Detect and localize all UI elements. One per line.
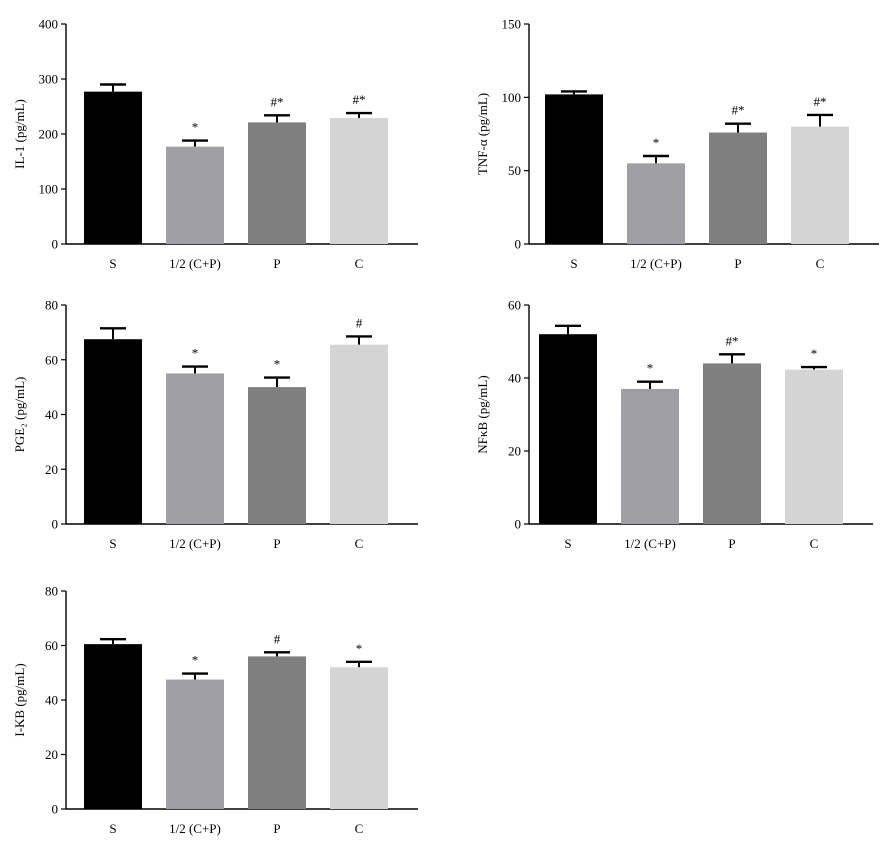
bar-1 (545, 94, 603, 245)
significance-mark: * (192, 653, 199, 668)
significance-mark: #* (271, 94, 284, 109)
x-tick-label: C (355, 536, 364, 551)
bar-4 (785, 369, 843, 524)
bar-2 (166, 679, 224, 809)
significance-mark: # (356, 315, 363, 330)
x-tick-label: P (273, 821, 280, 836)
chart-panel-1: 0 100 200 300 400 IL-1 (pg/mL) S * 1/2 (C+P) #* P #… (12, 17, 418, 271)
significance-mark: * (274, 357, 281, 372)
x-tick-label: C (810, 536, 819, 551)
x-tick-label: S (570, 256, 577, 271)
y-tick-label: 40 (45, 693, 58, 708)
x-tick-label: P (273, 536, 280, 551)
bar-2 (621, 388, 679, 524)
bar-2 (166, 146, 224, 244)
y-tick-label: 50 (508, 163, 521, 178)
y-tick-label: 60 (45, 352, 58, 367)
significance-mark: * (653, 135, 660, 150)
x-tick-label: C (816, 256, 825, 271)
bar-4 (330, 344, 388, 524)
bar-1 (539, 334, 597, 524)
x-tick-label: P (734, 256, 741, 271)
y-axis-label: IL-1 (pg/mL) (12, 99, 27, 169)
y-tick-label: 400 (39, 17, 59, 32)
y-tick-label: 60 (508, 298, 521, 313)
bar-4 (330, 118, 388, 244)
x-tick-label: S (564, 536, 571, 551)
y-tick-label: 100 (502, 90, 522, 105)
x-tick-label: S (109, 821, 116, 836)
bar-4 (791, 126, 849, 244)
x-tick-label: S (109, 536, 116, 551)
significance-mark: #* (732, 103, 745, 118)
x-tick-label: 1/2 (C+P) (630, 256, 682, 271)
y-axis-label: I-KB (pg/mL) (12, 663, 27, 736)
bar-3 (709, 132, 767, 244)
y-tick-label: 20 (45, 462, 58, 477)
x-tick-label: C (355, 256, 364, 271)
chart-panel-2: 0 50 100 150 TNF-α (pg/mL) S * 1/2 (C+P) #* P #* C (475, 17, 879, 271)
bar-1 (84, 339, 142, 524)
x-tick-label: 1/2 (C+P) (169, 256, 221, 271)
significance-mark: #* (726, 333, 739, 348)
y-tick-label: 0 (515, 237, 522, 252)
x-tick-label: C (355, 821, 364, 836)
bar-3 (703, 363, 761, 524)
y-tick-label: 0 (52, 802, 59, 817)
significance-mark: * (192, 120, 199, 135)
y-tick-label: 40 (45, 407, 58, 422)
significance-mark: * (811, 346, 818, 361)
y-axis-label: NFκB (pg/mL) (475, 375, 490, 453)
y-tick-label: 80 (45, 298, 58, 313)
y-tick-label: 0 (515, 517, 522, 532)
y-tick-label: 100 (39, 182, 59, 197)
bar-1 (84, 91, 142, 245)
y-tick-label: 60 (45, 638, 58, 653)
significance-mark: # (274, 631, 281, 646)
x-tick-label: S (109, 256, 116, 271)
y-tick-label: 150 (502, 17, 522, 32)
significance-mark: #* (814, 94, 827, 109)
bar-3 (248, 656, 306, 809)
bar-1 (84, 644, 142, 809)
x-tick-label: 1/2 (C+P) (169, 821, 221, 836)
y-tick-label: 300 (39, 72, 59, 87)
significance-mark: * (356, 641, 363, 656)
bar-2 (627, 163, 685, 244)
significance-mark: #* (353, 92, 366, 107)
chart-panel-5: 0 20 40 60 80 I-KB (pg/mL) S * 1/2 (C+P) # P * C (12, 584, 418, 836)
y-tick-label: 0 (52, 517, 59, 532)
bar-3 (248, 122, 306, 244)
x-tick-label: 1/2 (C+P) (624, 536, 676, 551)
y-tick-label: 20 (45, 747, 58, 762)
bar-4 (330, 667, 388, 809)
chart-panel-4: 0 20 40 60 NFκB (pg/mL) S * 1/2 (C+P) #* P * C (475, 298, 873, 551)
x-tick-label: P (728, 536, 735, 551)
bar-3 (248, 387, 306, 524)
significance-mark: * (647, 361, 654, 376)
y-axis-label: TNF-α (pg/mL) (475, 93, 490, 175)
significance-mark: * (192, 346, 199, 361)
x-tick-label: 1/2 (C+P) (169, 536, 221, 551)
y-tick-label: 20 (508, 444, 521, 459)
y-tick-label: 40 (508, 371, 521, 386)
chart-panel-3: 0 20 40 60 80 PGE₂ (pg/mL) S * 1/2 (C+P) * P # C (12, 298, 418, 551)
y-tick-label: 200 (39, 127, 59, 142)
y-tick-label: 80 (45, 584, 58, 599)
y-tick-label: 0 (52, 237, 59, 252)
y-axis-label: PGE₂ (pg/mL) (12, 377, 27, 453)
x-tick-label: P (273, 256, 280, 271)
bar-2 (166, 373, 224, 524)
